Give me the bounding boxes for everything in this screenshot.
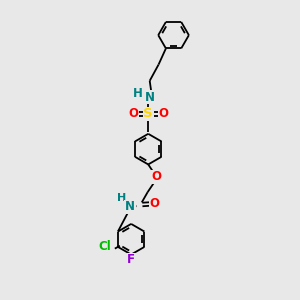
Text: H: H xyxy=(133,87,143,100)
Text: N: N xyxy=(125,200,135,213)
Text: Cl: Cl xyxy=(99,240,111,254)
Text: S: S xyxy=(143,107,153,120)
Text: O: O xyxy=(158,107,169,120)
Text: O: O xyxy=(128,107,138,120)
Text: H: H xyxy=(117,193,126,203)
Text: F: F xyxy=(127,253,135,266)
Text: O: O xyxy=(149,197,159,210)
Text: N: N xyxy=(145,91,155,103)
Text: O: O xyxy=(152,170,161,183)
